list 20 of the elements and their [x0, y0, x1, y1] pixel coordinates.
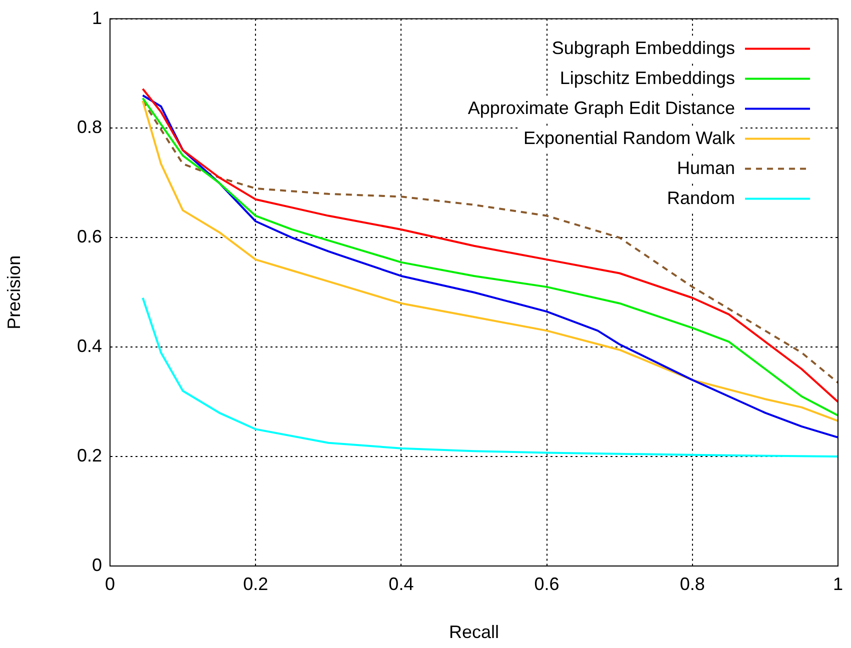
- legend-label: Human: [676, 158, 735, 178]
- x-axis-title: Recall: [448, 622, 500, 642]
- x-tick-label: 0.6: [534, 574, 560, 594]
- y-axis-title: Precision: [4, 255, 24, 330]
- x-tick-label: 0.2: [243, 574, 268, 594]
- legend-label: Approximate Graph Edit Distance: [468, 98, 735, 118]
- y-tick-label: 0.6: [76, 226, 102, 247]
- y-tick-label: 0.2: [76, 446, 102, 466]
- x-tick-label: 0.4: [388, 574, 414, 594]
- x-tick-label: 1: [832, 574, 843, 594]
- y-tick-label: 0: [92, 554, 102, 575]
- legend-label: Random: [666, 188, 735, 208]
- y-tick-label: 0.4: [76, 336, 102, 356]
- legend-label: Exponential Random Walk: [524, 128, 736, 148]
- legend-label: Subgraph Embeddings: [552, 38, 735, 58]
- legend-label: Lipschitz Embeddings: [560, 68, 735, 88]
- y-tick-label: 1: [92, 8, 102, 28]
- x-tick-label: 0.8: [680, 574, 705, 594]
- x-tick-label: 0: [104, 574, 116, 594]
- y-tick-label: 0.8: [76, 117, 102, 138]
